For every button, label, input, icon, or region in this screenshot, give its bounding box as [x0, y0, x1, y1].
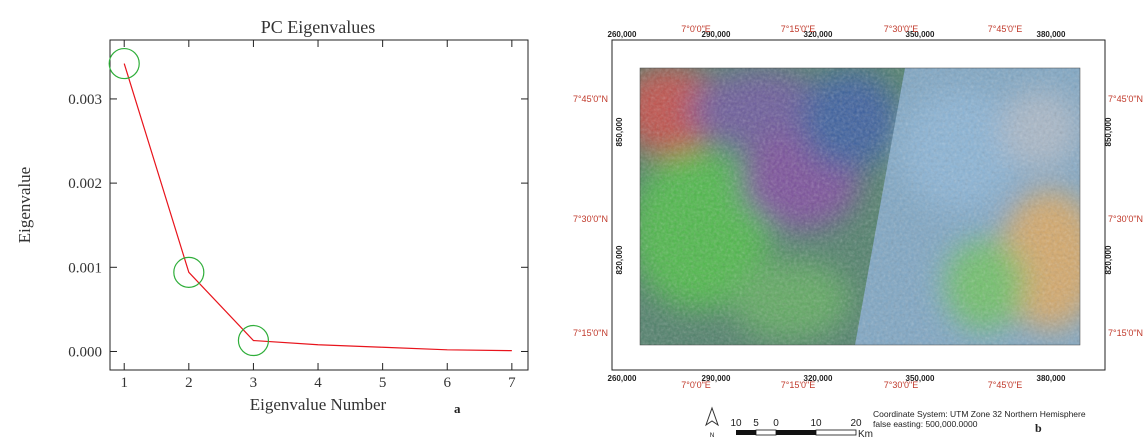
x-axis-label: Eigenvalue Number	[250, 395, 387, 414]
highlight-circle	[108, 47, 140, 80]
latitude-label: 7°45'0"N	[1108, 94, 1143, 104]
easting-label: 380,000	[1037, 30, 1066, 39]
north-arrow: N	[705, 406, 719, 439]
scale-number: 5	[753, 418, 759, 429]
coordinate-system: false easting: 500,000.0000	[873, 419, 978, 429]
latitude-label: 7°30'0"N	[1108, 214, 1143, 224]
highlight-circle	[237, 324, 270, 357]
plot-frame	[109, 39, 529, 371]
y-axis-label: Eigenvalue	[15, 167, 34, 243]
chart-title: PC Eigenvalues	[261, 17, 376, 37]
latitude-label: 7°15'0"N	[573, 328, 608, 338]
map-panel: b N Coordinate System: UTM Zone 32 North…	[573, 24, 1143, 440]
scale-number: 10	[810, 418, 822, 429]
coordinate-system: Coordinate System: UTM Zone 32 Northern …	[873, 409, 1086, 419]
x-tick-label: 3	[250, 375, 258, 391]
panel-label: b	[1035, 421, 1042, 435]
northing-label: 850,000	[1104, 117, 1113, 146]
y-tick-label: 0.001	[68, 260, 102, 276]
easting-label: 260,000	[608, 374, 637, 383]
longitude-label: 7°0'0"E	[681, 380, 711, 390]
y-tick-label: 0.002	[68, 176, 102, 192]
x-tick-label: 1	[120, 375, 128, 391]
northing-label: 820,000	[615, 245, 624, 274]
latitude-label: 7°15'0"N	[1108, 328, 1143, 338]
easting-label: 350,000	[906, 30, 935, 39]
longitude-label: 7°30'0"E	[884, 380, 919, 390]
scale-unit: Km	[858, 429, 873, 440]
latitude-label: 7°30'0"N	[573, 214, 608, 224]
data-line	[123, 63, 512, 352]
easting-label: 260,000	[608, 30, 637, 39]
scale-number: 20	[850, 418, 862, 429]
easting-label: 350,000	[906, 374, 935, 383]
easting-label: 290,000	[702, 374, 731, 383]
northing-label: 820,000	[1104, 245, 1113, 274]
longitude-label: 7°15'0"E	[781, 380, 816, 390]
easting-label: 290,000	[702, 30, 731, 39]
panel-label: a	[454, 401, 461, 416]
x-tick-label: 7	[508, 375, 516, 391]
latitude-label: 7°45'0"N	[573, 94, 608, 104]
satellite-image	[640, 68, 1080, 345]
longitude-label: 7°45'0"E	[988, 380, 1023, 390]
longitude-label: 7°0'0"E	[681, 24, 711, 34]
scale-number: 10	[730, 418, 742, 429]
eigenvalue-chart: PC Eigenvalues Eigenvalue Number Eigenva…	[15, 17, 529, 416]
easting-label: 320,000	[804, 30, 833, 39]
longitude-label: 7°45'0"E	[988, 24, 1023, 34]
longitude-label: 7°30'0"E	[884, 24, 919, 34]
x-tick-label: 5	[379, 375, 387, 391]
northing-label: 850,000	[615, 117, 624, 146]
longitude-label: 7°15'0"E	[781, 24, 816, 34]
x-tick-label: 2	[185, 375, 193, 391]
y-tick-label: 0.003	[68, 92, 102, 108]
x-tick-label: 6	[443, 375, 451, 391]
scale-number: 0	[773, 418, 779, 429]
north-label: N	[710, 433, 714, 439]
scale-bar	[736, 429, 857, 436]
y-tick-label: 0.000	[68, 344, 102, 360]
easting-label: 320,000	[804, 374, 833, 383]
highlight-circle	[173, 256, 205, 288]
easting-label: 380,000	[1037, 374, 1066, 383]
x-tick-label: 4	[314, 375, 322, 391]
